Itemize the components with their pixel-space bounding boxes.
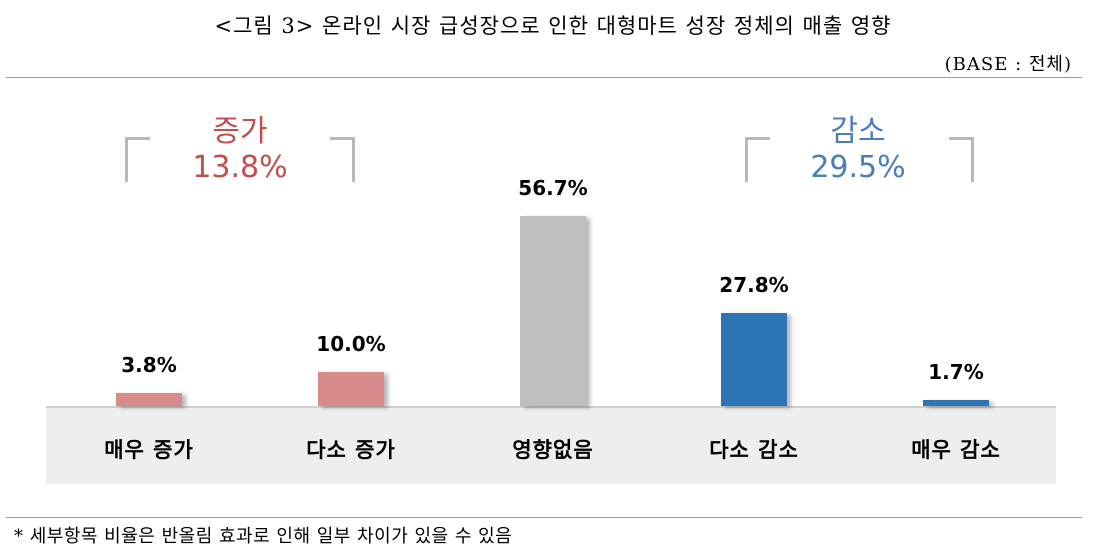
category-label: 영향없음 xyxy=(512,438,594,462)
bar-value-label: 27.8% xyxy=(719,273,789,297)
bar-3 xyxy=(520,216,586,406)
bar-value-label: 10.0% xyxy=(316,332,386,356)
increase-total: 13.8% xyxy=(192,150,288,185)
bar-4 xyxy=(721,313,787,406)
top-divider xyxy=(6,77,1082,78)
increase-group-label: 증가 13.8% xyxy=(140,114,340,186)
bar-value-label: 1.7% xyxy=(928,360,984,384)
bar-5 xyxy=(923,400,989,406)
bar-value-label: 3.8% xyxy=(121,353,177,377)
footnote: * 세부항목 비율은 반올림 효과로 인해 일부 차이가 있을 수 있음 xyxy=(14,526,513,547)
base-note: (BASE : 전체) xyxy=(944,54,1072,75)
category-label: 매우 증가 xyxy=(104,438,194,462)
bottom-divider xyxy=(6,517,1082,518)
category-label: 매우 감소 xyxy=(911,438,1001,462)
category-label: 다소 증가 xyxy=(306,438,396,462)
bar-2 xyxy=(318,372,384,406)
increase-bracket-left xyxy=(125,137,150,182)
chart-baseline xyxy=(46,406,1056,408)
bar-1 xyxy=(116,393,182,406)
decrease-group-label: 감소 29.5% xyxy=(758,114,958,186)
decrease-total: 29.5% xyxy=(810,150,906,185)
chart-title: <그림 3> 온라인 시장 급성장으로 인한 대형마트 성장 정체의 매출 영향 xyxy=(214,14,892,38)
increase-label: 증가 xyxy=(212,114,268,149)
decrease-bracket-left xyxy=(745,137,770,182)
increase-bracket-right xyxy=(330,137,355,182)
category-label: 다소 감소 xyxy=(709,438,799,462)
bar-value-label: 56.7% xyxy=(518,176,588,200)
decrease-bracket-right xyxy=(949,137,974,182)
category-band xyxy=(46,408,1056,484)
decrease-label: 감소 xyxy=(830,114,886,149)
